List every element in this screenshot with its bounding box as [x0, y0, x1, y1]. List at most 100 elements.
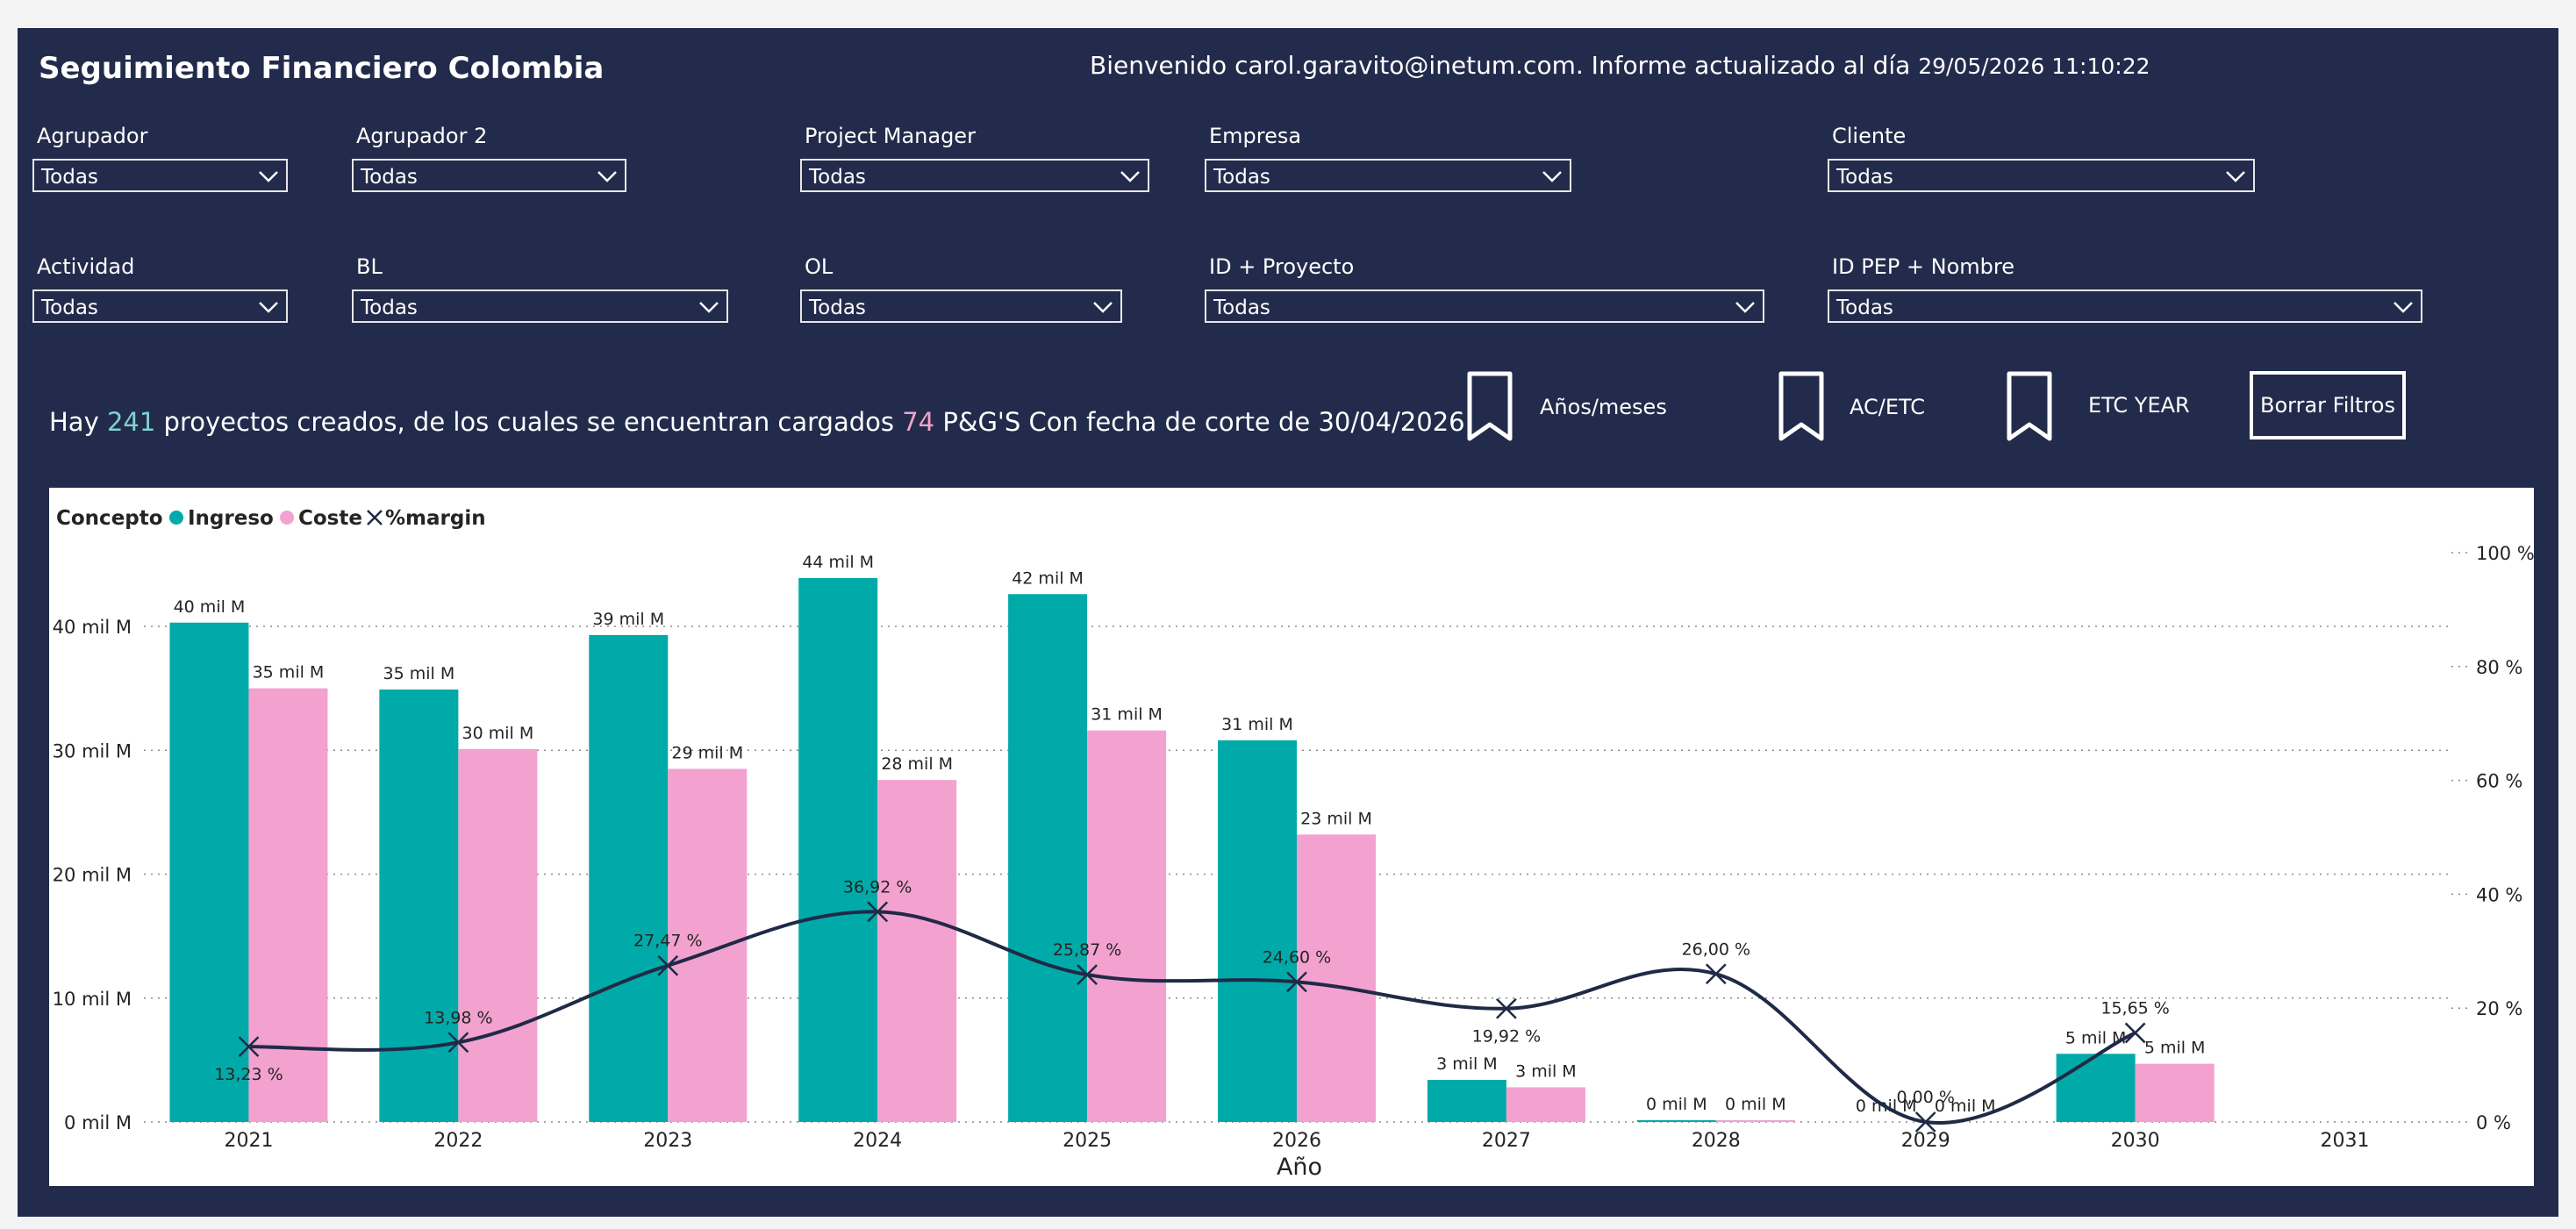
margin-data-label: 13,98 %: [424, 1008, 493, 1027]
chevron-down-icon: [2226, 171, 2245, 182]
y-tick-label: 30 mil M: [53, 740, 132, 761]
y2-tick-label: 100 %: [2476, 543, 2534, 564]
filter-dropdown-bl[interactable]: Todas: [352, 289, 728, 323]
bar-ingreso: [1008, 594, 1088, 1122]
chevron-down-icon: [259, 302, 278, 313]
bookmark-etc-year[interactable]: ETC YEAR: [2006, 370, 2199, 444]
x-tick-label: 2025: [1063, 1130, 1112, 1152]
margin-data-label: 27,47 %: [633, 932, 703, 951]
filter-dropdown-ol[interactable]: Todas: [800, 289, 1122, 323]
bar-coste: [1087, 730, 1167, 1122]
bar-coste: [877, 780, 957, 1122]
filter-dropdown-agrupador[interactable]: Todas: [32, 159, 288, 192]
bar-data-label: 35 mil M: [383, 664, 455, 683]
summary-middle: proyectos creados, de los cuales se encu…: [163, 407, 894, 437]
bar-data-label: 3 mil M: [1436, 1054, 1498, 1074]
update-timestamp: 29/05/2026 11:10:22: [1918, 54, 2150, 79]
bar-coste: [248, 688, 328, 1122]
margin-point-marker: [1077, 964, 1098, 985]
dropdown-value: Todas: [1836, 166, 1893, 189]
margin-point-marker: [1705, 963, 1727, 985]
filter-dropdown-actividad[interactable]: Todas: [32, 289, 288, 323]
x-tick-label: 2026: [1272, 1130, 1321, 1152]
bar-ingreso: [589, 634, 669, 1122]
filter-dropdown-empresa[interactable]: Todas: [1205, 159, 1571, 192]
dropdown-value: Todas: [1836, 297, 1893, 319]
bar-data-label: 31 mil M: [1091, 705, 1163, 725]
legend-label-coste[interactable]: Coste: [298, 507, 362, 530]
bar-coste: [1297, 834, 1376, 1122]
bar-ingreso: [1427, 1079, 1506, 1122]
filter-label-agrupador: Agrupador: [37, 124, 148, 148]
x-tick-label: 2027: [1482, 1130, 1531, 1152]
bar-data-label: 39 mil M: [592, 610, 664, 629]
clear-filters-button[interactable]: Borrar Filtros: [2250, 371, 2406, 439]
legend-label-margin[interactable]: %margin: [385, 507, 486, 530]
bar-coste: [458, 748, 538, 1122]
dropdown-value: Todas: [41, 297, 98, 319]
bookmark-ac-etc[interactable]: AC/ETC: [1778, 370, 1953, 444]
filter-label-cliente: Cliente: [1832, 124, 1907, 148]
summary-suffix: P&G'S Con fecha de corte de 30/04/2026: [942, 407, 1465, 437]
x-tick-label: 2022: [433, 1130, 483, 1152]
chevron-down-icon: [597, 171, 617, 182]
filter-label-project-manager: Project Manager: [805, 124, 976, 148]
x-tick-label: 2028: [1692, 1130, 1741, 1152]
legend-swatch-margin: [367, 510, 383, 525]
margin-data-label: 36,92 %: [843, 877, 912, 897]
bookmark-label: AC/ETC: [1850, 395, 1926, 419]
legend-swatch-ingreso: [169, 511, 183, 525]
chevron-down-icon: [1093, 302, 1113, 313]
welcome-message: Bienvenido carol.garavito@inetum.com. In…: [1090, 51, 2150, 80]
legend-label-ingreso[interactable]: Ingreso: [188, 507, 274, 530]
x-tick-label: 2021: [224, 1130, 273, 1152]
x-tick-label: 2031: [2321, 1130, 2370, 1152]
bars: [169, 577, 2215, 1122]
margin-data-label: 24,60 %: [1263, 947, 1332, 967]
margin-point-marker: [2124, 1022, 2146, 1044]
y2-tick-label: 0 %: [2476, 1112, 2511, 1133]
bar-data-label: 0 mil M: [1646, 1095, 1707, 1114]
chevron-down-icon: [259, 171, 278, 182]
margin-point-marker: [657, 954, 679, 976]
bookmark-icon: [1467, 371, 1513, 441]
dropdown-value: Todas: [1213, 166, 1270, 189]
y2-axis: 0 % 20 % 40 % 60 % 80 % 100 %: [2451, 543, 2535, 1133]
filter-dropdown-cliente[interactable]: Todas: [1828, 159, 2255, 192]
y2-tick-label: 60 %: [2476, 771, 2522, 792]
bookmark-anos-meses[interactable]: Años/meses: [1466, 370, 1694, 444]
y-axis: 0 mil M 10 mil M 20 mil M 30 mil M 40 mil M: [53, 617, 132, 1133]
margin-data-label: 26,00 %: [1682, 940, 1751, 959]
dropdown-value: Todas: [361, 166, 418, 189]
chart-legend: Concepto Ingreso Coste %margin: [56, 507, 486, 530]
margin-point-marker: [447, 1032, 469, 1054]
welcome-text: Bienvenido carol.garavito@inetum.com. In…: [1090, 51, 1911, 80]
legend-title: Concepto: [56, 507, 163, 530]
margin-data-label: 19,92 %: [1472, 1027, 1542, 1047]
filter-dropdown-project-manager[interactable]: Todas: [800, 159, 1149, 192]
bar-ingreso: [1636, 1120, 1716, 1122]
bar-ingreso: [1218, 740, 1297, 1122]
chevron-down-icon: [2394, 302, 2413, 313]
chevron-down-icon: [1735, 302, 1755, 313]
filter-dropdown-id-proyecto[interactable]: Todas: [1205, 289, 1764, 323]
bar-data-label: 42 mil M: [1012, 568, 1084, 588]
dropdown-value: Todas: [361, 297, 418, 319]
dropdown-value: Todas: [809, 297, 866, 319]
x-axis: 2021 2022 2023 2024 2025 2026 2027 2028 2029 2030…: [224, 1130, 2369, 1152]
margin-data-label: 0,00 %: [1897, 1088, 1955, 1107]
bar-coste: [2135, 1063, 2215, 1122]
filter-label-bl: BL: [356, 254, 383, 279]
loaded-count: 74: [902, 407, 935, 437]
margin-point-marker: [1914, 1111, 1936, 1133]
summary-text: Hay 241 proyectos creados, de los cuales…: [49, 407, 1465, 437]
filter-dropdown-agrupador-2[interactable]: Todas: [352, 159, 626, 192]
bookmark-icon: [1778, 371, 1824, 441]
bookmark-label: Años/meses: [1540, 395, 1667, 419]
filter-dropdown-id-pep-nombre[interactable]: Todas: [1828, 289, 2422, 323]
x-axis-title: Año: [1277, 1154, 1322, 1181]
dropdown-value: Todas: [809, 166, 866, 189]
y-tick-label: 20 mil M: [53, 865, 132, 886]
bar-data-label: 28 mil M: [881, 754, 953, 774]
summary-prefix: Hay: [49, 407, 99, 437]
